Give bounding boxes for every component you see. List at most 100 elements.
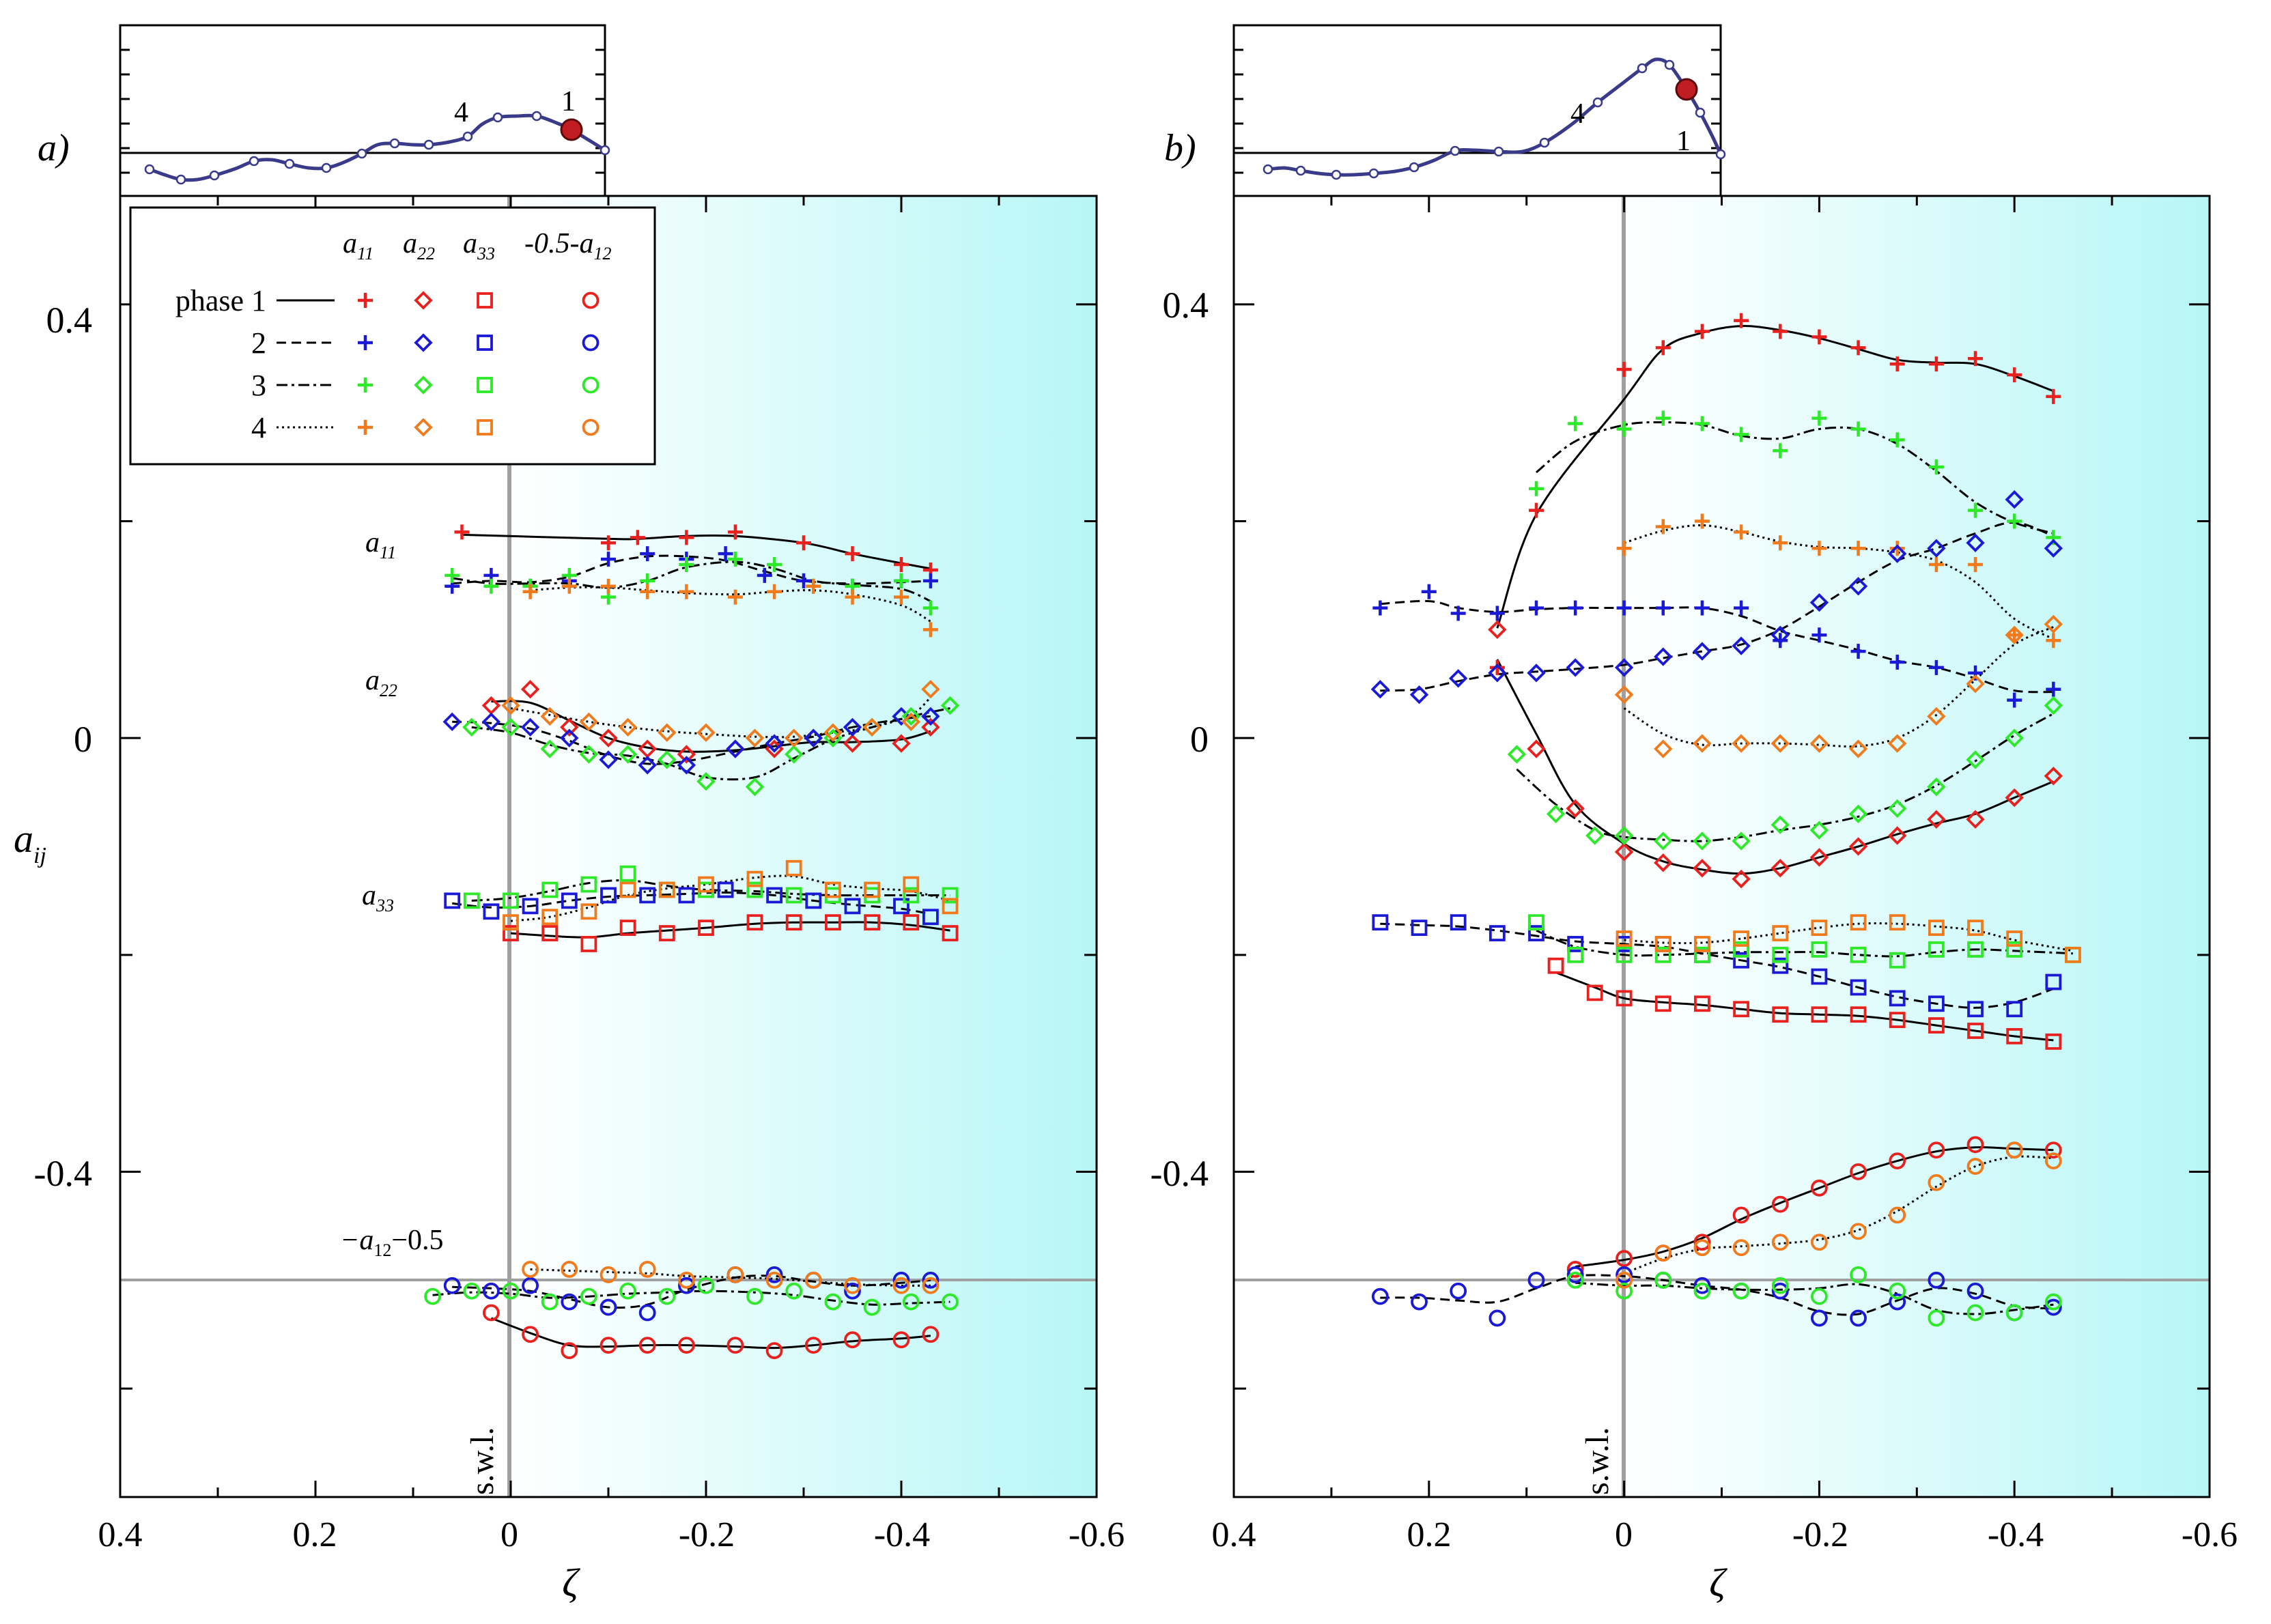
inset-a-wave-points (144, 111, 610, 185)
panel-b-xtick-label: -0.2 (1792, 1515, 1848, 1554)
circle-marker (1693, 1239, 1711, 1257)
diamond-marker (1888, 734, 1907, 753)
circle-marker (1928, 1173, 1945, 1191)
panel-a-markers (424, 524, 960, 1359)
square-marker (864, 881, 880, 898)
diamond-marker (1614, 685, 1634, 704)
square-marker (619, 920, 636, 937)
diamond-marker (1488, 664, 1507, 683)
circle-marker (1966, 1158, 1984, 1175)
diamond-marker (1848, 739, 1868, 758)
circle-marker (600, 1298, 617, 1316)
diamond-marker (2044, 767, 2063, 786)
diamond-marker (1771, 859, 1790, 878)
panel-a-xtick-label: 0.2 (293, 1515, 337, 1554)
square-marker (658, 925, 675, 941)
panel-a-label: a) (38, 127, 70, 169)
plus-marker (445, 567, 460, 583)
diamond-marker (901, 712, 920, 732)
circle-marker (765, 1342, 783, 1359)
circle-marker (638, 1337, 656, 1354)
plus-marker (1450, 606, 1466, 621)
circle-marker (863, 1298, 881, 1316)
square-marker (1733, 930, 1749, 947)
circle-marker (1566, 1261, 1584, 1278)
diamond-marker (862, 717, 881, 737)
plus-marker (679, 557, 694, 573)
circle-marker (1616, 1271, 1633, 1289)
diamond-marker (481, 712, 501, 732)
plus-marker (2046, 681, 2061, 697)
wave-point (1409, 162, 1420, 173)
panel-b-xtick-label: 0 (1615, 1515, 1633, 1554)
fit-line-phase-3 (471, 707, 950, 781)
circle-marker (2044, 1141, 2062, 1159)
wave-point (1637, 63, 1648, 74)
plus-marker (1734, 313, 1749, 328)
plus-marker (727, 552, 743, 567)
circle-marker (1810, 1234, 1828, 1251)
inset-b-ticks (1234, 48, 1721, 174)
circle-marker (1810, 1179, 1828, 1197)
square-marker (522, 898, 539, 915)
diamond-marker (785, 728, 804, 747)
plus-marker (2046, 388, 2061, 404)
diamond-marker (560, 728, 579, 747)
legend-diamond-marker (414, 291, 433, 310)
square-marker (1694, 995, 1710, 1012)
diamond-marker (1614, 658, 1634, 677)
circle-marker (1566, 1271, 1584, 1289)
square-marker (580, 876, 597, 893)
plus-marker (727, 589, 743, 605)
plus-marker (1694, 416, 1710, 431)
fit-line-phase-1 (1496, 325, 2054, 629)
square-marker (1528, 925, 1544, 941)
diamond-marker (560, 717, 579, 737)
legend-row-label: phase 1 (175, 284, 266, 317)
inset-a: 4 1 (119, 24, 610, 197)
diamond-marker (2005, 788, 2024, 808)
panel-b-xlabel: ζ (1709, 1561, 1727, 1605)
circle-marker (1928, 1309, 1945, 1327)
square-marker (1850, 979, 1867, 996)
legend-plus-marker (358, 293, 373, 308)
square-marker (1547, 957, 1564, 974)
panel-a-ticks (119, 196, 1098, 1497)
diamond-marker (1888, 544, 1907, 563)
square-marker (922, 909, 939, 926)
plus-marker (1616, 362, 1632, 377)
group-label-a12: −a12−0.5 (340, 1225, 444, 1260)
plus-marker (1694, 513, 1710, 529)
circle-marker (892, 1277, 910, 1294)
wave-point (1539, 137, 1550, 148)
wave-point (175, 174, 186, 185)
circle-marker (522, 1261, 539, 1278)
square-marker (805, 892, 822, 909)
square-marker (503, 925, 519, 941)
diamond-marker (442, 712, 462, 732)
square-marker (503, 892, 519, 909)
square-marker (1372, 914, 1389, 931)
circle-marker (1850, 1163, 1867, 1180)
plus-marker (640, 546, 655, 562)
square-marker (1694, 946, 1710, 963)
circle-marker (902, 1293, 920, 1311)
diamond-marker (1693, 734, 1712, 753)
panel-b-ticks (1232, 196, 2211, 1497)
circle-marker (1889, 1152, 1906, 1170)
square-marker (2006, 930, 2023, 947)
panel-a-ytick-label: 0.4 (46, 300, 93, 341)
legend-circle-marker (582, 376, 600, 394)
square-marker (580, 936, 597, 952)
panel-b-xtick-label: 0.2 (1407, 1515, 1452, 1554)
circle-marker (844, 1282, 861, 1300)
square-marker (1928, 1017, 1945, 1034)
plus-marker (1850, 644, 1866, 659)
diamond-marker (1488, 620, 1507, 640)
plus-marker (561, 578, 577, 594)
panel-a-xtick-label: 0 (500, 1515, 518, 1554)
plus-marker (601, 552, 616, 567)
square-marker (1967, 941, 1984, 958)
circle-marker (804, 1271, 822, 1289)
square-marker (2065, 946, 2081, 963)
